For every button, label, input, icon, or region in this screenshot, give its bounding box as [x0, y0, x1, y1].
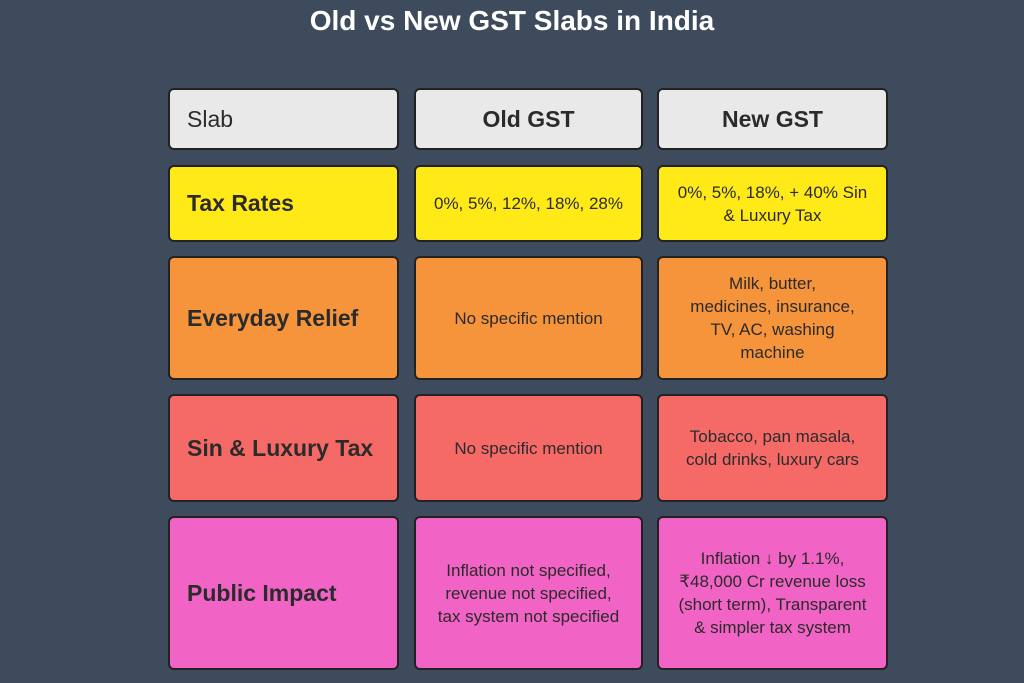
row-public-impact-label: Public Impact [168, 516, 399, 670]
row-sin-luxury-label: Sin & Luxury Tax [168, 394, 399, 502]
header-new-gst: New GST [657, 88, 888, 150]
row-public-impact-old: Inflation not specified, revenue not spe… [414, 516, 643, 670]
cell-text: Inflation ↓ by 1.1%, ₹48,000 Cr revenue … [678, 549, 867, 637]
cell-text: Inflation not specified, revenue not spe… [437, 560, 620, 626]
cell-text: Milk, butter, medicines, insurance, TV, … [690, 274, 855, 362]
row-everyday-relief-old: No specific mention [414, 256, 643, 380]
page-title: Old vs New GST Slabs in India [309, 5, 715, 36]
row-everyday-relief-new: Milk, butter, medicines, insurance, TV, … [657, 256, 888, 380]
row-public-impact-new: Inflation ↓ by 1.1%, ₹48,000 Cr revenue … [657, 516, 888, 670]
row-everyday-relief-label: Everyday Relief [168, 256, 399, 380]
cell-text: Tobacco, pan masala, cold drinks, luxury… [686, 427, 859, 469]
row-tax-rates-old: 0%, 5%, 12%, 18%, 28% [414, 165, 643, 242]
row-tax-rates-label: Tax Rates [168, 165, 399, 242]
row-sin-luxury-new: Tobacco, pan masala, cold drinks, luxury… [657, 394, 888, 502]
header-old-gst: Old GST [414, 88, 643, 150]
cell-text: 0%, 5%, 18%, + 40% Sin & Luxury Tax [677, 182, 868, 225]
row-tax-rates-new: 0%, 5%, 18%, + 40% Sin & Luxury Tax [657, 165, 888, 242]
cell-text: 0%, 5%, 12%, 18%, 28% [433, 194, 623, 213]
row-sin-luxury-old: No specific mention [414, 394, 643, 502]
cell-text: No specific mention [454, 438, 603, 458]
cell-text: No specific mention [454, 308, 603, 328]
header-slab: Slab [168, 88, 399, 150]
